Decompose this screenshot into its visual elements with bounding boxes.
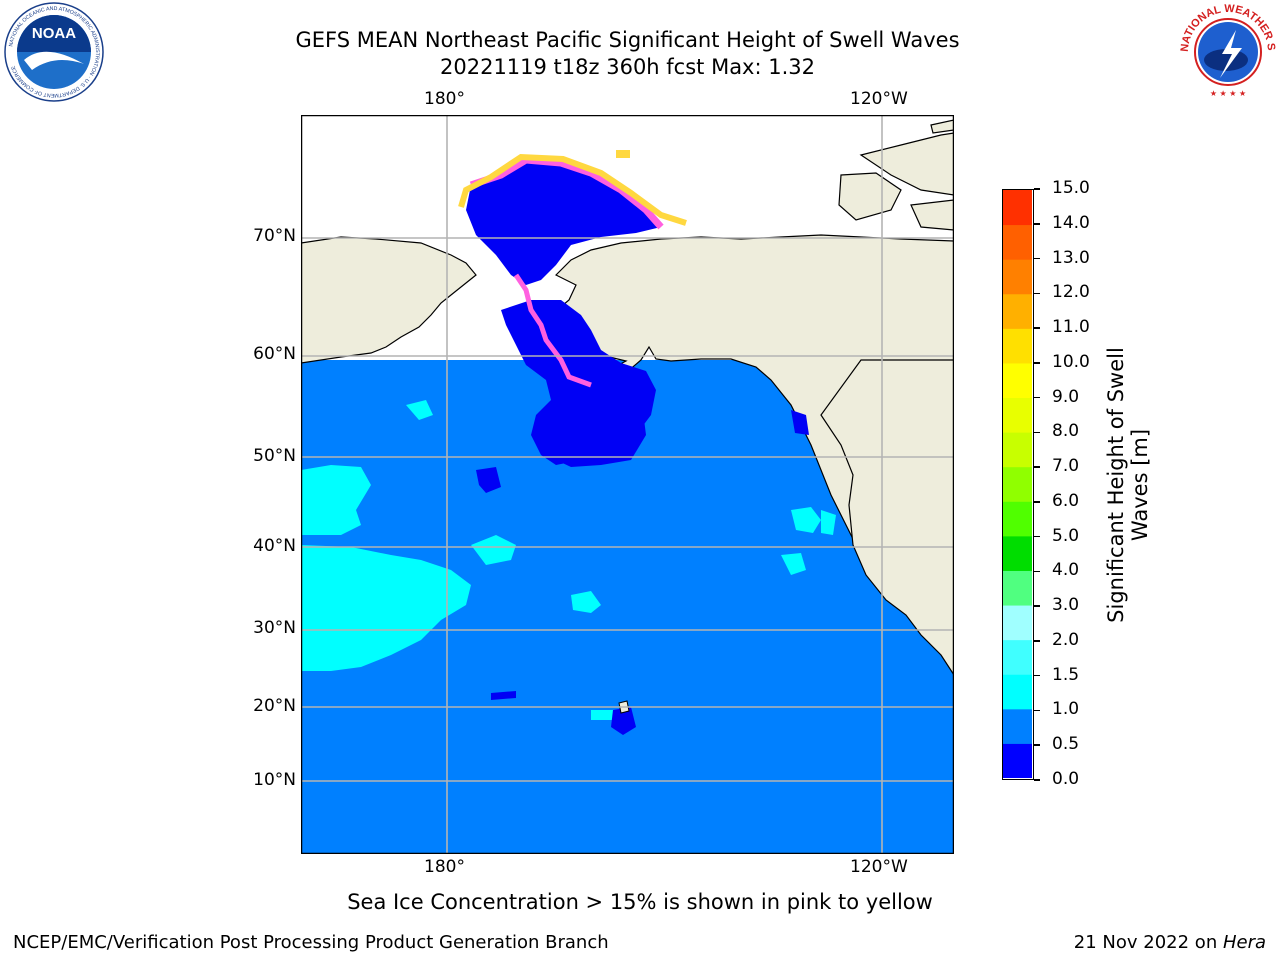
colorbar-tickmark [1034, 431, 1040, 434]
map-panel [300, 114, 955, 855]
colorbar-tick-label: 0.0 [1052, 769, 1080, 789]
colorbar-tick-label: 10.0 [1052, 351, 1090, 372]
colorbar-tick-label: 12.0 [1052, 282, 1090, 303]
lon-label-bottom-120w: 120°W [850, 857, 908, 877]
colorbar-bin [1003, 570, 1032, 606]
map-svg [300, 114, 955, 855]
lon-label-top-120w: 120°W [850, 89, 908, 109]
map-frame [300, 114, 955, 855]
colorbar-tickmark [1034, 327, 1040, 329]
arctic-low-swell [466, 160, 661, 285]
land-canada-arctic [859, 132, 954, 196]
colorbar-bin [1003, 639, 1032, 675]
colorbar-tick-label: 13.0 [1052, 247, 1090, 268]
colorbar-tick-label: 8.0 [1052, 421, 1080, 442]
colorbar-bin [1003, 743, 1032, 779]
colorbar-tickmark [1034, 640, 1040, 642]
lat-label-30n: 30°N [253, 618, 296, 638]
colorbar-tickmark [1034, 396, 1040, 399]
colorbar-bin [1003, 328, 1032, 364]
lat-label-70n: 70°N [253, 226, 296, 246]
colorbar-label: Significant Height of Swell Waves [m] [1104, 347, 1152, 623]
colorbar-tickmark [1034, 605, 1040, 607]
footer-org: NCEP/EMC/Verification Post Processing Pr… [13, 932, 609, 953]
colorbar-tickmark [1034, 223, 1040, 225]
colorbar-tickmark [1034, 535, 1040, 538]
nws-logo: NATIONAL WEATHER SERVICE ★ ★ ★ ★ [1174, 0, 1278, 102]
colorbar-bin [1003, 190, 1032, 226]
colorbar-tick-label: 2.0 [1052, 629, 1080, 650]
colorbar-tickmark [1034, 257, 1040, 260]
swell-patch-west [301, 465, 371, 535]
colorbar-tick-label: 4.0 [1052, 560, 1080, 581]
colorbar-bin [1003, 432, 1032, 468]
lat-label-20n: 20°N [253, 696, 296, 716]
colorbar-tick-label: 5.0 [1052, 525, 1080, 546]
colorbar-tickmark [1034, 744, 1040, 746]
colorbar-bin [1003, 259, 1032, 295]
hawaii-low-swell [611, 707, 636, 735]
lat-label-10n: 10°N [253, 770, 296, 790]
map-title: GEFS MEAN Northeast Pacific Significant … [295, 28, 960, 52]
colorbar-tick-label: 14.0 [1052, 212, 1090, 233]
noaa-logo: NOAA NATIONAL OCEANIC AND ATMOSPHERIC AD… [4, 2, 104, 102]
colorbar-bin [1003, 535, 1032, 571]
svg-text:★ ★ ★ ★: ★ ★ ★ ★ [1210, 89, 1246, 98]
colorbar-bin [1003, 674, 1032, 710]
colorbar-tickmark [1034, 292, 1040, 295]
sea-ice-caption: Sea Ice Concentration > 15% is shown in … [347, 890, 933, 914]
colorbar-tick-label: 9.0 [1052, 386, 1080, 407]
colorbar [1002, 189, 1034, 780]
colorbar-tickmark [1034, 779, 1040, 781]
map-subtitle: 20221119 t18z 360h fcst Max: 1.32 [440, 55, 815, 79]
colorbar-bin [1003, 501, 1032, 537]
map-gridlines [301, 115, 954, 854]
colorbar-tick-label: 0.5 [1052, 734, 1080, 755]
land-alaska-siberia [301, 236, 477, 364]
lon-label-top-180: 180° [424, 89, 465, 109]
noaa-logo-text: NOAA [32, 25, 76, 42]
colorbar-tickmark [1034, 466, 1040, 468]
colorbar-tickmark [1034, 188, 1040, 190]
colorbar-tick-label: 3.0 [1052, 595, 1080, 616]
colorbar-tickmark [1034, 674, 1040, 677]
colorbar-tickmark [1034, 709, 1040, 712]
colorbar-bin [1003, 605, 1032, 641]
footer-date: 21 Nov 2022 on Hera [1073, 932, 1266, 953]
colorbar-bin [1003, 708, 1032, 744]
footer-machine: Hera [1222, 932, 1266, 953]
lat-label-40n: 40°N [253, 536, 296, 556]
colorbar-tick-label: 7.0 [1052, 456, 1080, 477]
colorbar-bin [1003, 293, 1032, 329]
lat-label-50n: 50°N [253, 446, 296, 466]
colorbar-tick-label: 1.5 [1052, 664, 1080, 685]
colorbar-tick-label: 15.0 [1052, 178, 1090, 198]
colorbar-bins [1003, 190, 1032, 779]
colorbar-bin [1003, 224, 1032, 260]
land-north-america-coast [820, 359, 954, 677]
colorbar-bin [1003, 362, 1032, 399]
colorbar-tick-label: 1.0 [1052, 699, 1080, 720]
colorbar-bin [1003, 397, 1032, 433]
lat-label-60n: 60°N [253, 344, 296, 364]
colorbar-tickmark [1034, 501, 1040, 503]
colorbar-tickmark [1034, 570, 1040, 573]
colorbar-bin [1003, 466, 1032, 502]
lon-label-bottom-180: 180° [424, 857, 465, 877]
colorbar-tick-label: 11.0 [1052, 317, 1090, 338]
colorbar-tick-label: 6.0 [1052, 490, 1080, 511]
colorbar-tickmark [1034, 362, 1040, 364]
